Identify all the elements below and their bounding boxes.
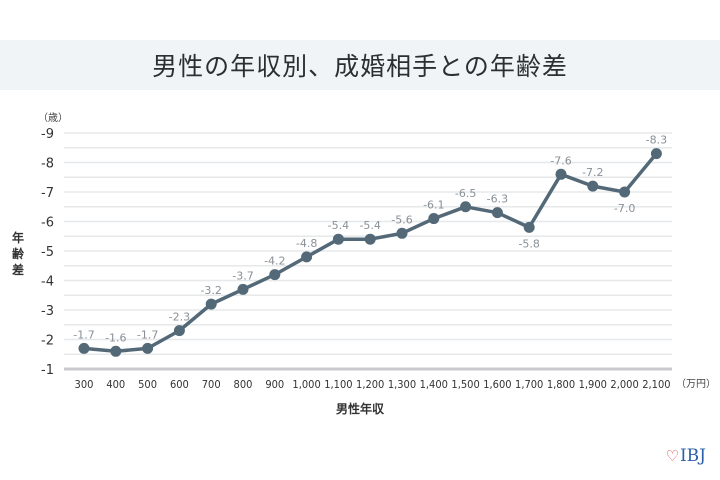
y-tick-label: -1 [41, 363, 54, 378]
x-axis-ticks: 300 400 500 600 700 800 900 1,000 1,100 1,200 1,30… [75, 378, 671, 391]
x-tick-label: 800 [234, 378, 253, 391]
data-point [269, 269, 281, 281]
y-tick-label: -4 [41, 275, 54, 290]
x-axis-title: 男性年収 [336, 401, 385, 416]
x-axis-unit: （万円） [676, 378, 716, 390]
x-tick-label: 700 [202, 378, 221, 391]
data-point [523, 221, 535, 233]
data-point [364, 233, 376, 245]
data-point [142, 342, 154, 354]
data-point [237, 283, 249, 295]
data-label: -6.5 [455, 187, 476, 200]
x-tick-label: 1,600 [483, 378, 511, 391]
x-tick-label: 2,000 [610, 378, 638, 391]
data-point [555, 168, 567, 180]
data-point [205, 298, 217, 310]
data-label: -5.4 [359, 219, 380, 232]
chart-title: 男性の年収別、成婚相手との年齢差 [152, 52, 568, 81]
x-tick-label: 1,200 [356, 378, 384, 391]
data-markers [78, 148, 662, 357]
data-point [460, 201, 472, 213]
x-tick-label: 1,400 [420, 378, 448, 391]
data-label: -5.4 [328, 219, 349, 232]
y-tick-label: -8 [41, 157, 54, 172]
data-label: -1.7 [137, 328, 158, 341]
x-tick-label: 600 [170, 378, 189, 391]
heart-icon: ♡ [665, 447, 679, 465]
x-tick-label: 1,900 [579, 378, 607, 391]
x-tick-label: 900 [265, 378, 284, 391]
data-label: -8.3 [646, 134, 667, 147]
y-axis-unit: （歳） [38, 112, 68, 124]
data-label: -3.2 [200, 284, 221, 297]
y-axis-title-char: 差 [11, 262, 24, 277]
y-tick-label: -6 [41, 216, 54, 231]
data-label: -6.3 [487, 193, 508, 206]
x-tick-label: 1,000 [292, 378, 320, 391]
data-label: -5.6 [391, 213, 412, 226]
x-tick-label: 500 [138, 378, 157, 391]
x-tick-label: 1,800 [547, 378, 575, 391]
y-tick-label: -2 [41, 334, 54, 349]
y-tick-label: -7 [41, 186, 54, 201]
data-point [332, 233, 344, 245]
x-tick-label: 400 [106, 378, 125, 391]
data-label: -1.6 [105, 331, 126, 344]
data-label: -3.7 [232, 269, 253, 282]
data-point [491, 207, 503, 219]
logo-text: IBJ [679, 446, 706, 466]
x-tick-label: 1,100 [324, 378, 352, 391]
data-point [587, 180, 599, 192]
data-point [428, 213, 440, 225]
data-point [396, 227, 408, 239]
ibj-logo: ♡ IBJ [666, 446, 706, 466]
y-axis-title-char: 年 [12, 230, 24, 245]
x-tick-label: 1,500 [451, 378, 479, 391]
data-point [78, 342, 90, 354]
gridlines [64, 132, 672, 371]
data-label: -7.2 [582, 166, 603, 179]
data-label: -2.3 [169, 311, 190, 324]
x-tick-label: 2,100 [642, 378, 670, 391]
data-labels: -1.7 -1.6 -1.7 -2.3 -3.2 -3.7 -4.2 -4.8 -5.4 -5.4… [73, 134, 667, 345]
data-point [619, 186, 631, 198]
y-tick-label: -9 [41, 127, 54, 142]
title-bar: 男性の年収別、成婚相手との年齢差 [0, 40, 720, 90]
data-label: -5.8 [518, 237, 539, 250]
y-tick-label: -5 [41, 245, 54, 260]
data-point [301, 251, 313, 263]
x-tick-label: 1,700 [515, 378, 543, 391]
data-point [173, 325, 185, 337]
x-tick-label: 300 [75, 378, 94, 391]
data-point [110, 345, 122, 357]
y-axis-title-char: 齢 [12, 246, 25, 261]
data-label: -4.2 [264, 255, 285, 268]
y-tick-label: -3 [41, 304, 54, 319]
x-tick-label: 1,300 [388, 378, 416, 391]
data-label: -1.7 [73, 328, 94, 341]
data-label: -7.0 [614, 202, 635, 215]
data-label: -4.8 [296, 237, 317, 250]
y-axis-title: 年齢差 [11, 230, 25, 277]
y-axis-ticks: -9 -8 -7 -6 -5 -4 -3 -2 -1 [41, 127, 54, 378]
data-label: -6.1 [423, 199, 444, 212]
data-label: -7.6 [550, 154, 571, 167]
data-point [650, 148, 662, 160]
